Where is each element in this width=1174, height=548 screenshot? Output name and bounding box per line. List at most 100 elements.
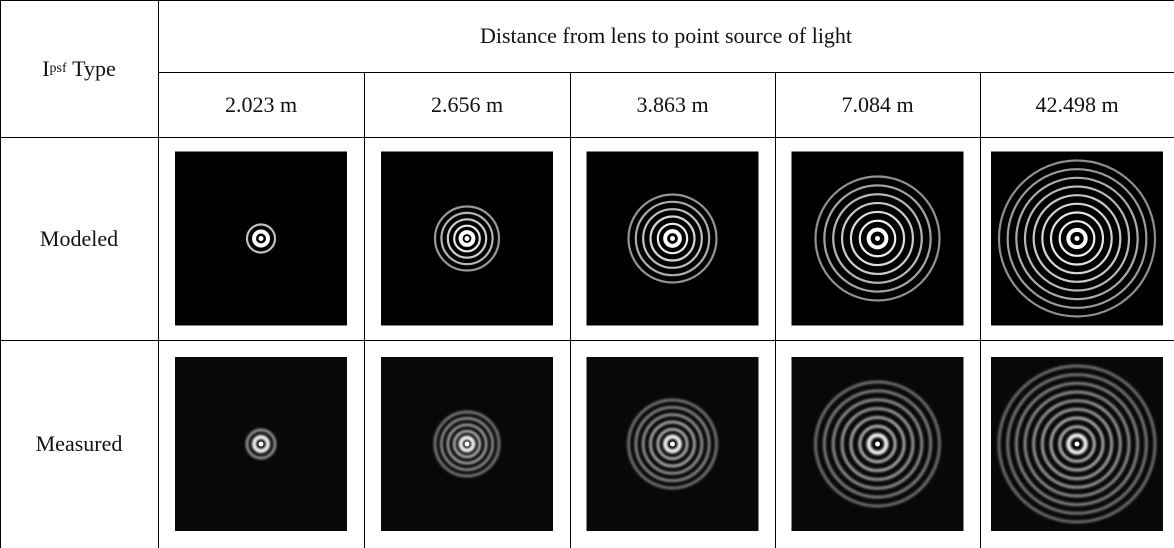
ring [1066,433,1088,455]
psf-rings [997,364,1157,524]
ring [458,230,476,247]
ring [840,407,915,481]
psf-core [1074,441,1080,447]
label-sub: psf [49,60,67,76]
ring [1015,176,1139,301]
ring [453,430,481,458]
psf-core [1074,236,1080,241]
col-line [980,72,981,548]
distance-header: 42.498 m [1035,91,1119,117]
psf-core [258,236,264,241]
ring [832,398,923,490]
ring [1032,399,1122,489]
row-label: Measured [35,431,123,456]
ring [663,434,682,454]
ring [1015,382,1139,506]
ring [1066,227,1088,250]
border-left [0,0,1,548]
ring [823,389,932,499]
psf-rings [997,159,1157,318]
ring [849,416,906,472]
distance-header: 2.656 m [430,91,504,117]
ring [440,211,494,266]
ring [446,423,488,465]
psf-core [258,441,264,447]
psf-rings [245,428,277,460]
ring [814,380,941,508]
ring [840,201,915,276]
psf-core [875,441,880,447]
distance-header: 2.023 m [224,91,298,117]
psf-rings [245,223,277,254]
ring [814,175,941,302]
psf-core [670,441,675,447]
ring [866,433,889,455]
psf-core [464,236,470,241]
psf-core [670,236,675,241]
rule [158,72,1174,73]
distance-header: 3.863 m [636,91,709,117]
ring [627,193,718,284]
ring [433,410,501,478]
ring [1032,194,1122,283]
ring [1041,202,1113,275]
ring [849,210,906,267]
col-line [570,72,571,548]
ring [858,425,897,463]
ring [642,413,703,475]
ring [1023,185,1131,292]
ring [649,215,696,262]
ring [1041,408,1113,480]
row-label: Modeled [39,225,119,251]
ring [997,364,1157,524]
psf-rings [627,398,718,490]
label-rest: Type [72,55,116,81]
ring [433,205,501,272]
ring [1049,416,1105,472]
col-line [775,72,776,548]
ring [245,428,277,460]
ring [1006,373,1148,515]
psf-rings [433,205,501,272]
psf-core [875,236,880,241]
col-line [158,0,159,548]
distance-header: 7.084 m [841,91,914,117]
ring [252,435,270,453]
ring [649,420,696,468]
ring [1006,168,1148,309]
psf-rings [433,410,501,478]
ring [440,417,494,471]
ring [634,200,711,277]
col-line [364,72,365,548]
psf-rings [814,380,941,508]
ring [656,222,689,255]
ring [997,159,1157,318]
ring [252,229,270,248]
ring [656,428,689,460]
ring [1023,390,1131,498]
ring [634,406,711,482]
psf-core [464,441,470,447]
ring [663,229,682,248]
ring [1058,220,1096,257]
psf-rings [814,175,941,302]
ring [866,227,889,250]
ring [446,218,488,259]
ring [1049,211,1105,266]
ring [858,219,897,258]
psf-rings [627,193,718,284]
ring [458,435,476,453]
rule [0,137,1174,138]
ring [1058,425,1096,463]
header-title: Distance from lens to point source of li… [479,23,853,48]
ring [823,184,932,293]
ring [453,224,481,253]
ring [627,398,718,490]
ring [245,223,277,254]
rule [0,340,1174,341]
